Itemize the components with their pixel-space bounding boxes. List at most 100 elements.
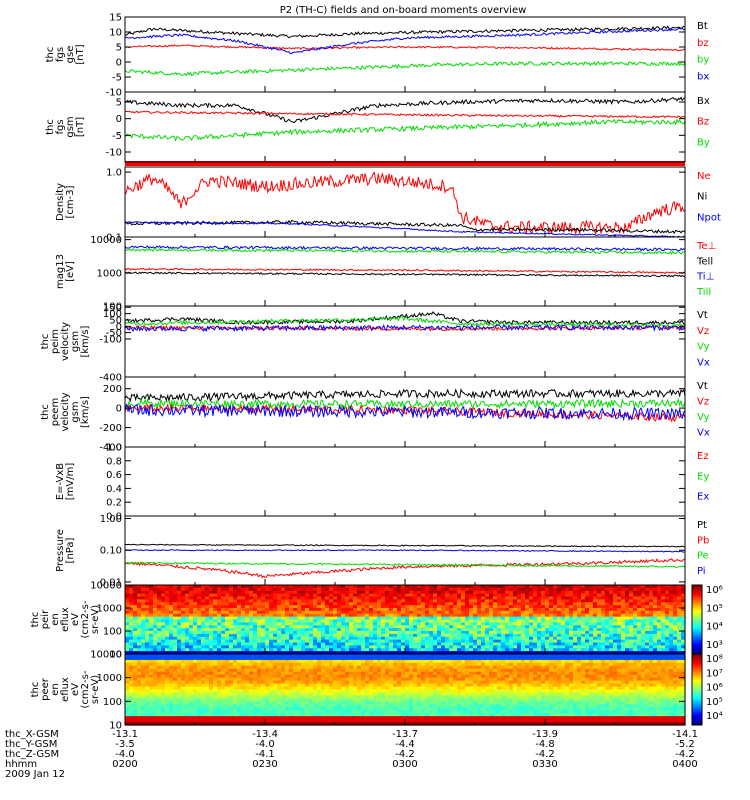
heatmap-cell xyxy=(629,599,634,603)
heatmap-cell xyxy=(593,585,598,589)
heatmap-cell xyxy=(229,659,234,664)
heatmap-cell xyxy=(357,645,362,649)
heatmap-cell xyxy=(481,619,486,623)
heatmap-cell xyxy=(213,704,218,708)
heatmap-cell xyxy=(325,654,330,658)
heatmap-cell xyxy=(289,622,294,626)
heatmap-cell xyxy=(197,654,202,658)
heatmap-cell xyxy=(269,654,274,658)
heatmap-cell xyxy=(445,645,450,649)
heatmap-cell xyxy=(625,593,630,598)
heatmap-cell xyxy=(165,674,170,679)
heatmap-cell xyxy=(161,648,166,652)
heatmap-cell xyxy=(525,642,530,646)
heatmap-cell xyxy=(269,590,274,595)
heatmap-cell xyxy=(125,713,130,717)
heatmap-cell xyxy=(485,608,490,612)
heatmap-cell xyxy=(321,671,326,676)
heatmap-cell xyxy=(193,695,198,699)
heatmap-cell xyxy=(185,674,190,679)
heatmap-cell xyxy=(177,668,182,673)
heatmap-cell xyxy=(145,671,150,676)
heatmap-cell xyxy=(245,701,250,705)
y-tick-label: 1000 xyxy=(97,268,122,279)
heatmap-cell xyxy=(465,610,470,615)
colorbar-step xyxy=(692,603,702,607)
heatmap-cell xyxy=(249,704,254,708)
heatmap-cell xyxy=(201,716,206,720)
heatmap-cell xyxy=(413,602,418,606)
heatmap-cell xyxy=(325,683,330,688)
heatmap-cell xyxy=(565,639,570,644)
heatmap-cell xyxy=(237,722,242,726)
heatmap-cell xyxy=(145,656,150,661)
heatmap-cell xyxy=(509,639,514,644)
heatmap-cell xyxy=(629,605,634,609)
heatmap-cell xyxy=(505,602,510,606)
heatmap-cell xyxy=(365,625,370,629)
heatmap-cell xyxy=(629,622,634,626)
heatmap-cell xyxy=(653,593,658,598)
heatmap-cell xyxy=(397,631,402,635)
heatmap-cell xyxy=(585,645,590,649)
legend-label: Npot xyxy=(697,212,721,223)
colorbar-step xyxy=(692,629,702,633)
heatmap-cell xyxy=(145,608,150,612)
heatmap-cell xyxy=(177,710,182,714)
heatmap-cell xyxy=(305,636,310,641)
heatmap-cell xyxy=(501,628,506,632)
y-tick-label: 0.8 xyxy=(106,456,122,467)
heatmap-cell xyxy=(537,645,542,649)
heatmap-cell xyxy=(233,665,238,670)
heatmap-cell xyxy=(197,628,202,632)
heatmap-cell xyxy=(485,628,490,632)
heatmap-cell xyxy=(317,645,322,649)
heatmap-cell xyxy=(129,704,134,708)
heatmap-cell xyxy=(241,722,246,726)
heatmap-cell xyxy=(137,695,142,699)
heatmap-cell xyxy=(237,613,242,618)
heatmap-cell xyxy=(509,645,514,649)
y-tick-label: 0.01 xyxy=(100,577,122,588)
heatmap-cell xyxy=(177,602,182,606)
heatmap-cell xyxy=(577,642,582,646)
heatmap-cell xyxy=(641,642,646,646)
heatmap-cell xyxy=(173,608,178,612)
heatmap-cell xyxy=(189,593,194,598)
heatmap-cell xyxy=(301,701,306,705)
heatmap-cell xyxy=(541,648,546,652)
heatmap-cell xyxy=(309,628,314,632)
heatmap-cell xyxy=(681,605,686,609)
heatmap-cell xyxy=(461,585,466,589)
heatmap-cell xyxy=(469,633,474,638)
heatmap-cell xyxy=(625,605,630,609)
heatmap-cell xyxy=(205,659,210,664)
heatmap-cell xyxy=(273,633,278,638)
heatmap-cell xyxy=(233,716,238,720)
heatmap-cell xyxy=(325,587,330,592)
heatmap-cell xyxy=(333,704,338,708)
heatmap-cell xyxy=(241,616,246,621)
heatmap-cell xyxy=(293,590,298,595)
heatmap-cell xyxy=(325,686,330,691)
heatmap-cell xyxy=(213,605,218,609)
heatmap-cell xyxy=(129,625,134,629)
heatmap-cell xyxy=(409,608,414,612)
heatmap-cell xyxy=(565,610,570,615)
heatmap-cell xyxy=(181,602,186,606)
heatmap-cell xyxy=(569,628,574,632)
heatmap-cell xyxy=(665,608,670,612)
heatmap-cell xyxy=(245,605,250,609)
heatmap-cell xyxy=(413,622,418,626)
heatmap-cell xyxy=(345,613,350,618)
heatmap-cell xyxy=(313,651,318,655)
heatmap-cell xyxy=(325,677,330,682)
heatmap-cell xyxy=(517,605,522,609)
heatmap-cell xyxy=(385,625,390,629)
heatmap-cell xyxy=(349,605,354,609)
heatmap-cell xyxy=(137,628,142,632)
heatmap-cell xyxy=(425,651,430,655)
heatmap-cell xyxy=(673,622,678,626)
heatmap-cell xyxy=(429,605,434,609)
heatmap-cell xyxy=(517,610,522,615)
